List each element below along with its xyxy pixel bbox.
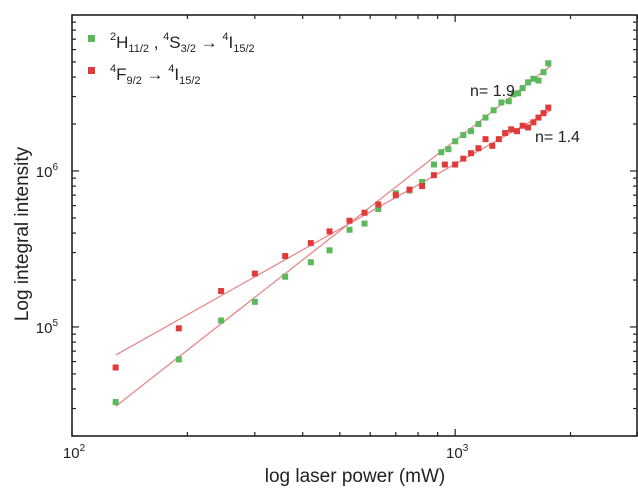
data-point	[438, 149, 445, 156]
data-point	[468, 150, 475, 157]
data-point	[218, 288, 225, 295]
data-point	[482, 114, 489, 121]
data-point	[519, 122, 526, 129]
data-point	[307, 240, 314, 247]
data-point	[495, 136, 502, 143]
data-point	[112, 399, 119, 406]
data-point	[460, 132, 467, 139]
data-point	[452, 161, 459, 168]
x-tick-label: 103	[446, 443, 469, 462]
data-point	[419, 178, 426, 185]
data-point	[505, 98, 512, 105]
data-layer	[112, 60, 552, 407]
data-point	[508, 126, 515, 133]
data-point	[540, 69, 547, 76]
data-point	[545, 60, 552, 67]
data-point	[482, 136, 489, 143]
x-tick-label: 102	[63, 443, 86, 462]
data-point	[392, 192, 399, 199]
data-point	[545, 104, 552, 111]
plot-frame	[71, 14, 638, 437]
data-point	[346, 226, 353, 233]
data-point	[490, 107, 497, 114]
data-point	[525, 79, 532, 86]
data-point	[519, 85, 526, 92]
data-point	[535, 114, 542, 121]
data-point	[498, 99, 505, 106]
data-point	[251, 298, 258, 305]
y-tick-label: 106	[36, 162, 59, 181]
data-point	[361, 220, 368, 227]
y-axis-title: Log integral intensity	[12, 146, 33, 321]
data-point	[452, 138, 459, 145]
data-point	[251, 270, 258, 277]
data-point	[282, 273, 289, 280]
data-point	[218, 317, 225, 324]
data-point	[326, 247, 333, 254]
x-axis-title: log laser power (mW)	[265, 466, 446, 487]
data-point	[515, 90, 522, 97]
data-point	[112, 364, 119, 371]
data-point	[535, 77, 542, 84]
data-point	[475, 145, 482, 152]
annotation-slope-green: n= 1.9	[470, 83, 515, 100]
data-point	[502, 130, 509, 137]
data-point	[460, 155, 467, 162]
y-tick-label: 105	[36, 318, 59, 337]
data-point	[419, 183, 426, 190]
data-point	[530, 119, 537, 126]
legend-marker-red	[88, 67, 95, 74]
data-point	[525, 124, 532, 131]
legend-label-red: 4F9/2 → 4I15/2	[110, 63, 201, 87]
data-point	[406, 186, 413, 193]
data-point	[375, 206, 382, 213]
data-point	[510, 91, 517, 98]
data-point	[282, 253, 289, 260]
data-point	[514, 128, 521, 135]
data-point	[540, 110, 547, 117]
data-point	[475, 121, 482, 128]
legend: 2H11/2 , 4S3/2 → 4I15/2 4F9/2 → 4I15/2	[88, 31, 255, 87]
data-point	[307, 259, 314, 266]
axes: 102 103 105 106	[36, 14, 638, 462]
data-point	[430, 172, 437, 179]
data-point	[346, 217, 353, 224]
data-point	[326, 228, 333, 235]
data-point	[530, 75, 537, 82]
legend-marker-green	[88, 35, 95, 42]
data-point	[441, 161, 448, 168]
data-point	[445, 146, 452, 153]
data-point	[468, 128, 475, 135]
data-point	[489, 142, 496, 149]
series-red	[112, 104, 552, 371]
data-point	[361, 209, 368, 216]
data-point	[430, 161, 437, 168]
data-point	[375, 201, 382, 208]
fit-line-red	[115, 109, 552, 356]
data-point	[175, 325, 182, 332]
legend-label-green: 2H11/2 , 4S3/2 → 4I15/2	[110, 31, 255, 55]
data-point	[175, 356, 182, 363]
annotation-slope-red: n= 1.4	[535, 129, 580, 146]
